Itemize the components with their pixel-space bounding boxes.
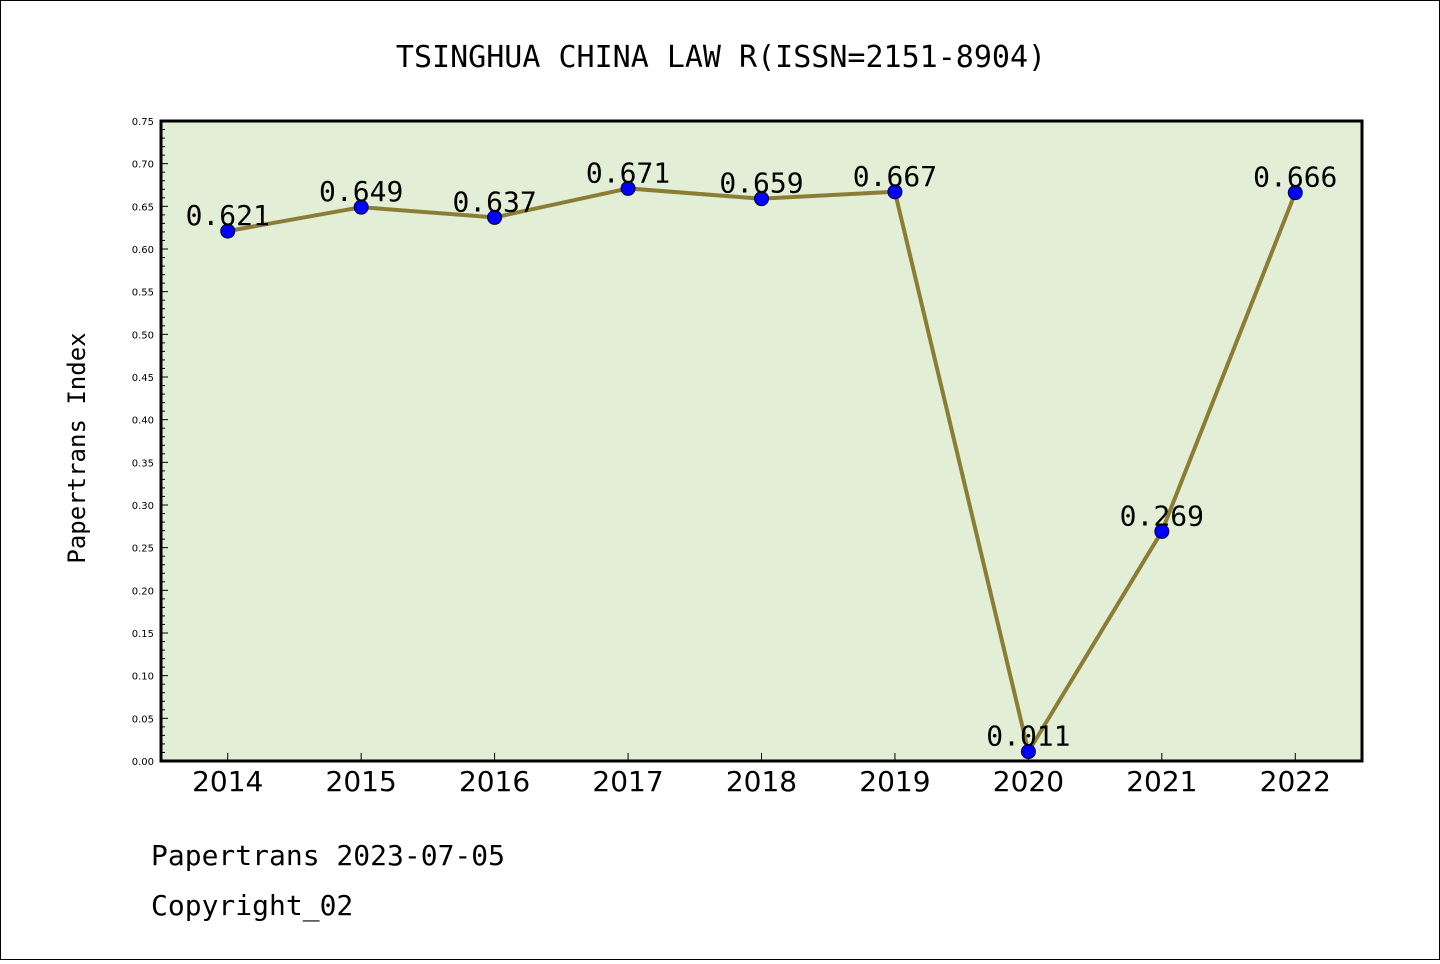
x-tick-label: 2020 xyxy=(993,765,1064,798)
y-tick-label: 0.40 xyxy=(132,416,154,427)
y-tick-label: 0.65 xyxy=(132,202,154,213)
x-axis: 2014 2015 2016 2017 2018 2019 2020 2021 2022 xyxy=(192,753,1331,798)
y-tick-label: 0.10 xyxy=(132,672,154,683)
data-label: 0.269 xyxy=(1120,499,1204,532)
data-label: 0.659 xyxy=(719,167,803,200)
x-tick-label: 2022 xyxy=(1260,765,1331,798)
y-tick-label: 0.30 xyxy=(132,501,154,512)
y-tick-label: 0.05 xyxy=(132,714,154,725)
x-tick-label: 2014 xyxy=(192,765,263,798)
x-tick-label: 2019 xyxy=(859,765,930,798)
x-tick-label: 2017 xyxy=(592,765,663,798)
data-markers xyxy=(220,180,1303,760)
chart-title: TSINGHUA CHINA LAW R(ISSN=2151-8904) xyxy=(396,40,1046,75)
y-tick-label: 0.50 xyxy=(132,330,154,341)
y-axis-label: Papertrans Index xyxy=(63,332,91,563)
y-tick-label: 0.25 xyxy=(132,544,154,555)
x-tick-label: 2018 xyxy=(726,765,797,798)
y-tick-label: 0.20 xyxy=(132,586,154,597)
x-tick-label: 2016 xyxy=(459,765,530,798)
y-tick-label: 0.15 xyxy=(132,629,154,640)
data-point xyxy=(1287,185,1303,201)
data-point xyxy=(487,209,503,225)
data-point xyxy=(620,180,636,196)
data-label: 0.011 xyxy=(986,720,1070,753)
data-point xyxy=(220,223,236,239)
y-tick-label: 0.75 xyxy=(132,117,154,128)
data-labels: 0.621 0.649 0.637 0.671 0.659 0.667 0.011 0.269… xyxy=(186,156,1338,752)
plot-area xyxy=(159,119,1364,763)
data-point xyxy=(754,191,769,207)
y-axis: 0.00 0.05 0.10 0.15 0.20 0.25 0.30 0.35 0.40 0.45… xyxy=(132,117,168,768)
data-label: 0.666 xyxy=(1253,161,1337,194)
footer-copyright: Copyright_02 xyxy=(151,889,353,923)
y-tick-label: 0.55 xyxy=(132,288,154,299)
data-label: 0.637 xyxy=(452,185,536,218)
y-tick-label: 0.70 xyxy=(132,160,154,171)
x-tick-label: 2015 xyxy=(326,765,397,798)
data-point xyxy=(1020,744,1036,760)
data-label: 0.621 xyxy=(186,199,270,232)
footer-date: Papertrans 2023-07-05 xyxy=(151,839,505,872)
data-point xyxy=(353,199,369,215)
data-point xyxy=(887,184,903,200)
y-tick-label: 0.45 xyxy=(132,373,154,384)
y-tick-label: 0.00 xyxy=(132,757,154,768)
data-label: 0.671 xyxy=(586,156,670,189)
data-label: 0.667 xyxy=(853,160,937,193)
y-tick-label: 0.35 xyxy=(132,458,154,469)
y-tick-label: 0.60 xyxy=(132,245,154,256)
x-tick-label: 2021 xyxy=(1126,765,1197,798)
data-point xyxy=(1154,523,1170,539)
data-label: 0.649 xyxy=(319,175,403,208)
